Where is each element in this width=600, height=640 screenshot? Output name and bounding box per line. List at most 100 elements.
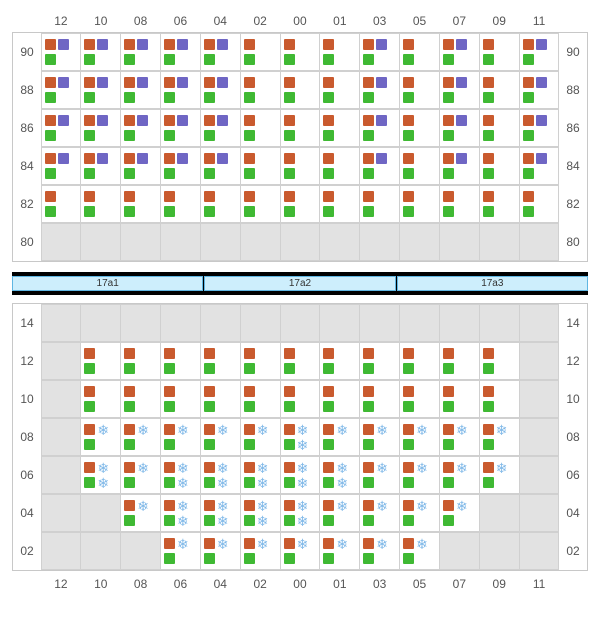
slot-cell[interactable] xyxy=(439,109,480,147)
slot-cell[interactable]: ❄❄ xyxy=(280,418,321,456)
slot-cell[interactable] xyxy=(120,185,161,223)
slot-cell[interactable] xyxy=(439,380,480,418)
slot-cell[interactable] xyxy=(41,532,82,570)
slot-cell[interactable]: ❄ xyxy=(240,532,281,570)
slot-cell[interactable] xyxy=(200,147,241,185)
slot-cell[interactable]: ❄ xyxy=(120,494,161,532)
slot-cell[interactable] xyxy=(80,380,121,418)
slot-cell[interactable] xyxy=(160,223,201,261)
slot-cell[interactable] xyxy=(479,223,520,261)
slot-cell[interactable] xyxy=(519,71,560,109)
slot-cell[interactable] xyxy=(80,223,121,261)
slot-cell[interactable] xyxy=(41,109,82,147)
slot-cell[interactable]: ❄❄ xyxy=(280,456,321,494)
slot-cell[interactable]: ❄ xyxy=(200,532,241,570)
slot-cell[interactable] xyxy=(41,380,82,418)
slot-cell[interactable] xyxy=(160,185,201,223)
slot-cell[interactable] xyxy=(359,185,400,223)
slot-cell[interactable]: ❄ xyxy=(200,418,241,456)
slot-cell[interactable] xyxy=(240,147,281,185)
slot-cell[interactable] xyxy=(519,494,560,532)
slot-cell[interactable]: ❄ xyxy=(319,532,360,570)
slot-cell[interactable] xyxy=(399,223,440,261)
slot-cell[interactable]: ❄❄ xyxy=(200,456,241,494)
slot-cell[interactable] xyxy=(200,71,241,109)
slot-cell[interactable] xyxy=(120,71,161,109)
slot-cell[interactable] xyxy=(519,456,560,494)
slot-cell[interactable]: ❄ xyxy=(439,494,480,532)
slot-cell[interactable] xyxy=(41,304,82,342)
slot-cell[interactable] xyxy=(319,223,360,261)
slot-cell[interactable]: ❄ xyxy=(439,456,480,494)
slot-cell[interactable] xyxy=(479,147,520,185)
slot-cell[interactable] xyxy=(479,342,520,380)
slot-cell[interactable]: ❄ xyxy=(160,418,201,456)
slot-cell[interactable] xyxy=(280,185,321,223)
slot-cell[interactable] xyxy=(240,71,281,109)
slot-cell[interactable]: ❄❄ xyxy=(160,456,201,494)
slot-cell[interactable] xyxy=(160,109,201,147)
mid-segment[interactable]: 17a3 xyxy=(397,276,588,291)
slot-cell[interactable]: ❄ xyxy=(479,456,520,494)
mid-segment[interactable]: 17a2 xyxy=(204,276,395,291)
slot-cell[interactable] xyxy=(280,109,321,147)
slot-cell[interactable] xyxy=(479,304,520,342)
slot-cell[interactable] xyxy=(319,109,360,147)
slot-cell[interactable] xyxy=(399,342,440,380)
slot-cell[interactable] xyxy=(439,223,480,261)
slot-cell[interactable] xyxy=(359,380,400,418)
slot-cell[interactable] xyxy=(80,494,121,532)
slot-cell[interactable] xyxy=(80,33,121,71)
slot-cell[interactable]: ❄ xyxy=(399,532,440,570)
slot-cell[interactable] xyxy=(399,71,440,109)
slot-cell[interactable] xyxy=(200,342,241,380)
slot-cell[interactable] xyxy=(359,304,400,342)
slot-cell[interactable]: ❄ xyxy=(319,418,360,456)
slot-cell[interactable]: ❄ xyxy=(399,418,440,456)
slot-cell[interactable] xyxy=(319,147,360,185)
slot-cell[interactable]: ❄ xyxy=(399,456,440,494)
slot-cell[interactable]: ❄❄ xyxy=(200,494,241,532)
slot-cell[interactable] xyxy=(240,109,281,147)
mid-segment[interactable]: 17a1 xyxy=(12,276,203,291)
slot-cell[interactable] xyxy=(80,185,121,223)
slot-cell[interactable] xyxy=(160,71,201,109)
slot-cell[interactable] xyxy=(439,147,480,185)
slot-cell[interactable]: ❄❄ xyxy=(240,456,281,494)
slot-cell[interactable]: ❄❄ xyxy=(280,494,321,532)
slot-cell[interactable] xyxy=(41,71,82,109)
slot-cell[interactable] xyxy=(120,304,161,342)
slot-cell[interactable]: ❄❄ xyxy=(240,494,281,532)
slot-cell[interactable] xyxy=(439,532,480,570)
slot-cell[interactable]: ❄ xyxy=(359,456,400,494)
slot-cell[interactable] xyxy=(319,304,360,342)
slot-cell[interactable] xyxy=(120,380,161,418)
slot-cell[interactable]: ❄ xyxy=(479,418,520,456)
slot-cell[interactable] xyxy=(399,185,440,223)
slot-cell[interactable] xyxy=(359,147,400,185)
slot-cell[interactable]: ❄ xyxy=(439,418,480,456)
slot-cell[interactable] xyxy=(200,223,241,261)
slot-cell[interactable] xyxy=(479,185,520,223)
slot-cell[interactable] xyxy=(240,380,281,418)
slot-cell[interactable] xyxy=(359,33,400,71)
slot-cell[interactable] xyxy=(240,223,281,261)
slot-cell[interactable] xyxy=(280,147,321,185)
slot-cell[interactable] xyxy=(280,304,321,342)
slot-cell[interactable] xyxy=(120,532,161,570)
slot-cell[interactable] xyxy=(41,33,82,71)
slot-cell[interactable] xyxy=(80,71,121,109)
slot-cell[interactable] xyxy=(160,304,201,342)
slot-cell[interactable] xyxy=(240,185,281,223)
slot-cell[interactable] xyxy=(200,109,241,147)
slot-cell[interactable] xyxy=(120,342,161,380)
slot-cell[interactable] xyxy=(280,223,321,261)
slot-cell[interactable] xyxy=(240,33,281,71)
slot-cell[interactable] xyxy=(280,380,321,418)
slot-cell[interactable]: ❄ xyxy=(120,456,161,494)
slot-cell[interactable] xyxy=(41,147,82,185)
slot-cell[interactable] xyxy=(160,33,201,71)
slot-cell[interactable] xyxy=(519,33,560,71)
slot-cell[interactable] xyxy=(41,342,82,380)
slot-cell[interactable] xyxy=(41,223,82,261)
